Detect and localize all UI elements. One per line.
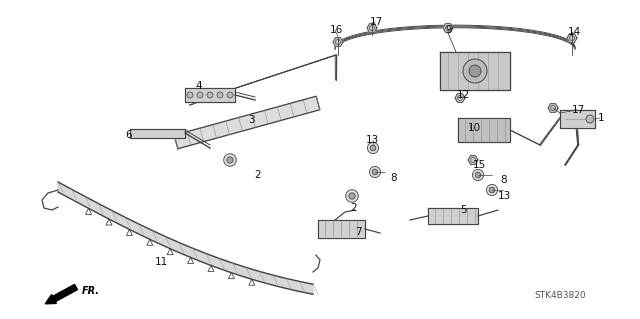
Circle shape — [586, 115, 594, 123]
Polygon shape — [333, 38, 343, 46]
Circle shape — [224, 154, 236, 166]
Text: 8: 8 — [500, 175, 507, 185]
Text: 5: 5 — [460, 205, 467, 215]
Text: 10: 10 — [468, 123, 481, 133]
Text: 7: 7 — [355, 227, 362, 237]
Circle shape — [227, 157, 233, 163]
Text: 17: 17 — [370, 17, 383, 27]
Text: 6: 6 — [125, 130, 132, 140]
Polygon shape — [567, 34, 577, 42]
Text: 2: 2 — [350, 203, 356, 213]
Circle shape — [207, 92, 213, 98]
Text: 8: 8 — [390, 173, 397, 183]
Text: 17: 17 — [572, 105, 585, 115]
Polygon shape — [455, 94, 465, 102]
Text: 14: 14 — [568, 27, 581, 37]
Circle shape — [346, 190, 358, 202]
Text: 13: 13 — [498, 191, 511, 201]
Circle shape — [486, 184, 498, 196]
Text: 15: 15 — [473, 160, 486, 170]
Circle shape — [370, 145, 376, 151]
Polygon shape — [548, 104, 558, 112]
Polygon shape — [428, 208, 478, 224]
Text: 11: 11 — [155, 257, 168, 267]
Polygon shape — [468, 156, 478, 164]
FancyArrow shape — [45, 284, 77, 304]
Circle shape — [197, 92, 203, 98]
Text: 12: 12 — [457, 90, 470, 100]
Circle shape — [367, 142, 379, 154]
Circle shape — [463, 59, 487, 83]
Polygon shape — [58, 182, 313, 294]
Text: 3: 3 — [248, 115, 255, 125]
Polygon shape — [458, 118, 510, 142]
Text: 1: 1 — [598, 113, 605, 123]
Circle shape — [217, 92, 223, 98]
Polygon shape — [367, 24, 377, 32]
Text: 16: 16 — [330, 25, 343, 35]
Text: STK4B3820: STK4B3820 — [534, 291, 586, 300]
Circle shape — [489, 187, 495, 193]
Circle shape — [369, 167, 381, 178]
Circle shape — [469, 65, 481, 77]
Text: FR.: FR. — [82, 286, 100, 296]
Circle shape — [472, 169, 484, 181]
Polygon shape — [318, 220, 365, 238]
Circle shape — [372, 169, 378, 175]
Polygon shape — [130, 129, 185, 138]
Polygon shape — [443, 24, 453, 32]
Circle shape — [475, 172, 481, 178]
Text: 13: 13 — [366, 135, 380, 145]
Polygon shape — [440, 52, 510, 90]
Circle shape — [187, 92, 193, 98]
Polygon shape — [174, 96, 320, 149]
Polygon shape — [185, 88, 235, 102]
Polygon shape — [560, 110, 595, 128]
Circle shape — [227, 92, 233, 98]
Text: 4: 4 — [195, 81, 202, 91]
Circle shape — [349, 193, 355, 199]
Text: 2: 2 — [254, 170, 260, 180]
Text: 9: 9 — [445, 25, 452, 35]
